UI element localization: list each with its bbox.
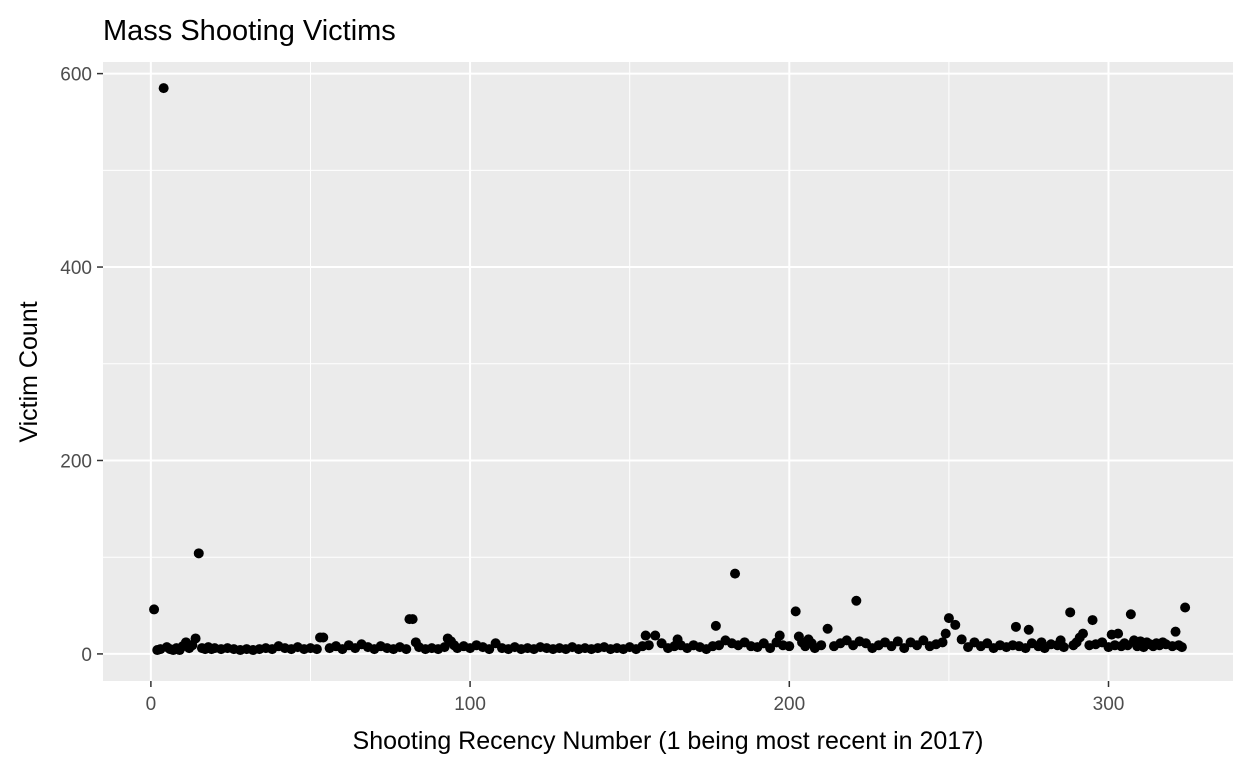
data-point xyxy=(892,636,903,647)
x-tick-label: 100 xyxy=(454,694,486,715)
data-point xyxy=(193,548,204,559)
data-point xyxy=(149,604,160,615)
data-point xyxy=(774,630,785,641)
y-tick-label: 200 xyxy=(60,451,92,472)
y-tick-label: 600 xyxy=(60,65,92,86)
data-points xyxy=(149,83,1191,656)
data-point xyxy=(710,620,721,631)
grid-minor xyxy=(103,62,1233,681)
data-point xyxy=(851,595,862,606)
data-point xyxy=(318,632,329,643)
plot-panel xyxy=(103,62,1233,681)
data-point xyxy=(190,633,201,644)
data-point xyxy=(1170,626,1181,637)
data-point xyxy=(790,606,801,617)
data-point xyxy=(1180,602,1191,613)
data-point xyxy=(943,613,954,624)
data-point xyxy=(407,614,418,625)
y-tick-label: 0 xyxy=(81,645,92,666)
data-point xyxy=(1087,615,1098,626)
x-axis: 0 100 200 300 xyxy=(146,681,1125,715)
data-point xyxy=(158,83,169,94)
data-point xyxy=(1058,642,1069,653)
data-point xyxy=(765,643,776,654)
x-tick-label: 0 xyxy=(146,694,157,715)
y-axis: 0 200 400 600 xyxy=(60,65,103,666)
y-tick-label: 400 xyxy=(60,258,92,279)
data-point xyxy=(650,630,661,641)
data-point xyxy=(643,640,654,651)
data-point xyxy=(730,568,741,579)
data-point xyxy=(918,635,929,646)
data-point xyxy=(1023,624,1034,635)
x-tick-label: 300 xyxy=(1093,694,1125,715)
y-axis-title: Victim Count xyxy=(15,301,43,442)
data-point xyxy=(1113,628,1124,639)
data-point xyxy=(940,628,951,639)
data-point xyxy=(950,619,961,630)
data-point xyxy=(1065,607,1076,618)
data-point xyxy=(484,644,495,655)
data-point xyxy=(822,623,833,634)
data-point xyxy=(1176,642,1187,653)
data-point xyxy=(1125,609,1136,620)
data-point xyxy=(1077,628,1088,639)
data-point xyxy=(956,634,967,645)
data-point xyxy=(1010,621,1021,632)
data-point xyxy=(401,644,412,655)
x-axis-title: Shooting Recency Number (1 being most re… xyxy=(353,727,984,755)
chart-title: Mass Shooting Victims xyxy=(103,15,396,47)
data-point xyxy=(784,641,795,652)
x-tick-label: 200 xyxy=(773,694,805,715)
data-point xyxy=(640,630,651,641)
data-point xyxy=(816,640,827,651)
data-point xyxy=(311,644,322,655)
data-point xyxy=(439,642,450,653)
data-point xyxy=(899,643,910,654)
data-point xyxy=(937,637,948,648)
